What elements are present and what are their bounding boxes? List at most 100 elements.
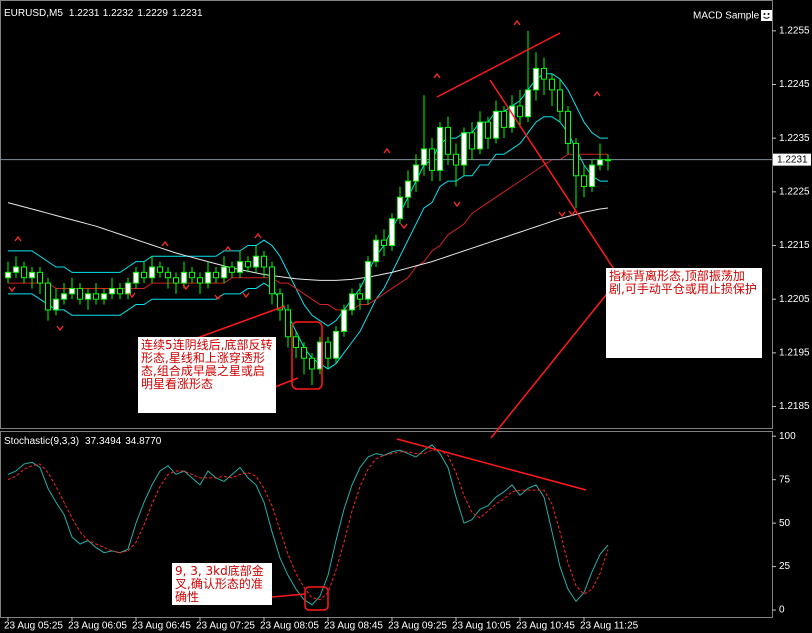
candle-body bbox=[189, 271, 195, 279]
indicator-line bbox=[7, 449, 609, 601]
y-tick-label: 100 bbox=[779, 431, 796, 442]
candle-body bbox=[437, 126, 443, 171]
candle-body bbox=[397, 196, 403, 220]
last-high: 1.2232 bbox=[103, 8, 134, 19]
candle-body bbox=[237, 261, 243, 273]
candle-body bbox=[445, 126, 451, 155]
x-tick-label: 23 Aug 10:05 bbox=[452, 621, 511, 632]
candle-body bbox=[5, 271, 11, 279]
x-tick-label: 23 Aug 11:25 bbox=[580, 621, 639, 632]
candle-body bbox=[37, 271, 43, 284]
candle-body bbox=[333, 330, 339, 359]
expert-icon bbox=[761, 10, 772, 21]
x-tick-label: 23 Aug 06:45 bbox=[132, 621, 191, 632]
k-last: 37.3494 bbox=[85, 436, 122, 447]
candle-body bbox=[85, 293, 91, 300]
candle-body bbox=[605, 159, 611, 162]
y-tick-label: 1.2255 bbox=[779, 25, 810, 36]
indicator-title: Stochastic(9,3,3) bbox=[4, 436, 79, 447]
last-low: 1.2229 bbox=[137, 8, 168, 19]
candle-body bbox=[117, 287, 123, 295]
indicator-header: Stochastic(9,3,3) 37.3494 34.8770 bbox=[4, 436, 162, 447]
y-tick-label: 1.2245 bbox=[779, 79, 810, 90]
x-tick-label: 23 Aug 08:45 bbox=[324, 621, 383, 632]
candle-body bbox=[29, 271, 35, 279]
candle-body bbox=[13, 266, 19, 273]
y-tick-label: 1.2235 bbox=[779, 133, 810, 144]
y-tick-label: 1.2195 bbox=[779, 348, 810, 359]
indicator-line bbox=[7, 444, 609, 606]
x-tick-label: 23 Aug 10:45 bbox=[516, 621, 575, 632]
candle-body bbox=[53, 298, 59, 311]
y-tick-label: 1.2205 bbox=[779, 294, 810, 305]
candle-body bbox=[461, 132, 467, 166]
candle-body bbox=[213, 271, 219, 279]
x-tick-label: 23 Aug 07:25 bbox=[196, 621, 255, 632]
symbol-title: EURUSD,M5 bbox=[4, 8, 63, 19]
candle-body bbox=[165, 271, 171, 279]
candle-body bbox=[245, 261, 251, 268]
candle-body bbox=[309, 357, 315, 370]
candle-body bbox=[405, 180, 411, 198]
chart-header: EURUSD,M5 1.2231 1.2232 1.2229 1.2231 bbox=[4, 8, 203, 19]
annotation-box: 连续5连阴线后,底部反转形态,星线和上涨穿透形态,组合成早晨之星或启明星看涨形态 bbox=[138, 337, 276, 413]
price-label-bg bbox=[773, 153, 811, 166]
candle-body bbox=[581, 175, 587, 187]
candle-body bbox=[533, 67, 539, 91]
y-tick-label: 1.2185 bbox=[779, 401, 810, 412]
candle-body bbox=[77, 287, 83, 300]
candle-body bbox=[141, 271, 147, 279]
candle-body bbox=[477, 121, 483, 150]
candle-body bbox=[525, 89, 531, 118]
annotation-box: 9, 3, 3kd底部金叉,确认形态的准确性 bbox=[172, 563, 272, 605]
y-tick-label: 50 bbox=[779, 518, 791, 529]
candle-body bbox=[261, 255, 267, 268]
fractal-arrows bbox=[8, 19, 601, 332]
candle-body bbox=[413, 164, 419, 182]
expert-label: MACD Sample bbox=[693, 11, 760, 22]
candle-body bbox=[381, 239, 387, 247]
candle-body bbox=[589, 164, 595, 187]
candle-body bbox=[229, 266, 235, 273]
y-tick-label: 0 bbox=[779, 605, 785, 616]
candle-body bbox=[285, 309, 291, 338]
candle-body bbox=[101, 293, 107, 300]
last-open: 1.2231 bbox=[69, 8, 100, 19]
candle-body bbox=[253, 255, 259, 268]
y-tick-label: 1.2215 bbox=[779, 240, 810, 251]
candle-body bbox=[21, 266, 27, 279]
candle-body bbox=[221, 266, 227, 279]
candle-body bbox=[549, 78, 555, 91]
candle-body bbox=[469, 132, 475, 150]
candle-body bbox=[109, 287, 115, 295]
y-tick-label: 75 bbox=[779, 474, 791, 485]
candle-body bbox=[357, 293, 363, 300]
last-close: 1.2231 bbox=[172, 8, 203, 19]
candle-body bbox=[597, 159, 603, 166]
x-tick-label: 23 Aug 06:05 bbox=[68, 621, 127, 632]
candle-body bbox=[453, 153, 459, 166]
candle-body bbox=[61, 293, 67, 300]
indicator-frame bbox=[0, 431, 773, 618]
y-tick-label: 25 bbox=[779, 561, 791, 572]
candle-body bbox=[301, 346, 307, 359]
candle-body bbox=[365, 261, 371, 300]
candle-body bbox=[277, 293, 283, 311]
y-tick-label: 1.2225 bbox=[779, 186, 810, 197]
annotation-box: 指标背离形态,顶部振荡加剧,可手动平仓或用止损保护 bbox=[606, 268, 762, 358]
candle-body bbox=[557, 89, 563, 112]
candle-body bbox=[45, 282, 51, 311]
candle-body bbox=[325, 341, 331, 359]
x-tick-label: 23 Aug 09:25 bbox=[388, 621, 447, 632]
candle-body bbox=[573, 143, 579, 177]
candle-body bbox=[349, 293, 355, 311]
candle-body bbox=[269, 266, 275, 295]
candle-body bbox=[493, 110, 499, 139]
candle-body bbox=[373, 239, 379, 263]
candle-body bbox=[197, 277, 203, 284]
candle-body bbox=[149, 266, 155, 279]
candle-body bbox=[173, 277, 179, 284]
candle-body bbox=[125, 282, 131, 295]
